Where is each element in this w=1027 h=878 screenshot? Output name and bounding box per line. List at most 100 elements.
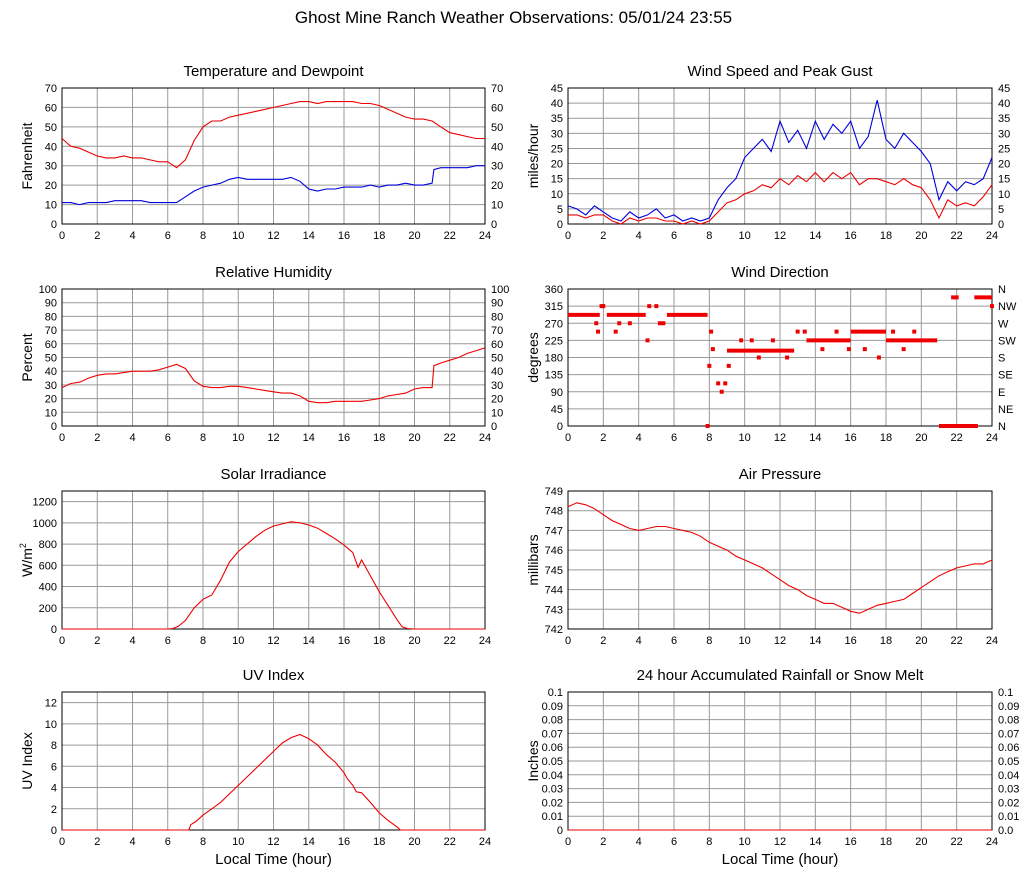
rainfall-right-tick-label: 0.08 xyxy=(998,715,1019,727)
solar-x-tick-label: 18 xyxy=(373,635,385,647)
wind-direction-direction-point xyxy=(912,329,917,334)
solar-x-tick-label: 24 xyxy=(479,635,491,647)
uv-x-tick-label: 18 xyxy=(373,836,385,848)
wind-direction-x-tick-label: 18 xyxy=(880,432,892,444)
humidity-right-tick-label: 10 xyxy=(491,407,503,419)
rainfall-chart-title: 24 hour Accumulated Rainfall or Snow Mel… xyxy=(637,667,925,684)
pressure-x-tick-label: 24 xyxy=(986,635,998,647)
rainfall-y-tick-label: 0.05 xyxy=(542,756,563,768)
wind-speed-y-tick-label: 45 xyxy=(551,83,563,95)
rainfall-x-tick-label: 10 xyxy=(739,836,751,848)
pressure-y-tick-label: 745 xyxy=(545,565,563,577)
wind-direction-direction-point xyxy=(596,329,601,334)
pressure-y-tick-label: 748 xyxy=(545,506,563,518)
uv-y-tick-label: 4 xyxy=(51,783,57,795)
uv-y-tick-label: 10 xyxy=(45,719,57,731)
solar-x-tick-label: 10 xyxy=(232,635,244,647)
humidity-x-tick-label: 20 xyxy=(408,432,420,444)
temperature-y-axis-label: Fahrenheit xyxy=(19,122,35,189)
wind-direction-y-tick-label: 45 xyxy=(551,404,563,416)
humidity-x-tick-label: 24 xyxy=(479,432,491,444)
uv-x-tick-label: 10 xyxy=(232,836,244,848)
wind-direction-direction-point xyxy=(654,304,659,309)
wind-direction-direction-point xyxy=(627,321,632,326)
rainfall-x-tick-label: 22 xyxy=(951,836,963,848)
wind-direction-direction-point xyxy=(710,347,715,352)
wind-speed-right-tick-label: 10 xyxy=(998,189,1010,201)
humidity-y-tick-label: 50 xyxy=(45,353,57,365)
wind-speed-right-tick-label: 20 xyxy=(998,159,1010,171)
wind-direction-x-tick-label: 0 xyxy=(565,432,571,444)
wind-direction-y-tick-label: 180 xyxy=(545,353,563,365)
temperature-right-tick-label: 60 xyxy=(491,102,503,114)
wind-speed-series-line-1 xyxy=(568,171,993,225)
solar-x-tick-label: 6 xyxy=(165,635,171,647)
humidity-x-tick-label: 14 xyxy=(303,432,315,444)
solar-y-axis-label: W/m2 xyxy=(18,543,35,577)
wind-direction-direction-point xyxy=(795,329,800,334)
solar-chart-title: Solar Irradiance xyxy=(221,466,327,483)
wind-direction-direction-point xyxy=(657,321,662,326)
solar-y-tick-label: 600 xyxy=(39,560,57,572)
solar-x-tick-label: 4 xyxy=(129,635,135,647)
uv-x-tick-label: 8 xyxy=(200,836,206,848)
wind-direction-x-tick-label: 24 xyxy=(986,432,998,444)
pressure-y-tick-label: 746 xyxy=(545,545,563,557)
pressure-x-tick-label: 16 xyxy=(845,635,857,647)
pressure-x-tick-label: 22 xyxy=(951,635,963,647)
pressure-x-tick-label: 2 xyxy=(600,635,606,647)
pressure-x-tick-label: 8 xyxy=(706,635,712,647)
rainfall-x-tick-label: 8 xyxy=(706,836,712,848)
wind-direction-x-tick-label: 4 xyxy=(636,432,642,444)
pressure-series-line-0 xyxy=(567,502,993,614)
pressure-x-tick-label: 10 xyxy=(739,635,751,647)
wind-speed-y-tick-label: 15 xyxy=(551,174,563,186)
wind-direction-direction-point xyxy=(594,321,599,326)
temperature-y-tick-label: 50 xyxy=(45,122,57,134)
rainfall-y-tick-label: 0 xyxy=(557,825,563,837)
wind-speed-right-tick-label: 45 xyxy=(998,83,1010,95)
wind-direction-direction-point xyxy=(613,329,618,334)
solar-x-tick-label: 16 xyxy=(338,635,350,647)
temperature-y-tick-label: 70 xyxy=(45,83,57,95)
wind-direction-right-tick-label: N xyxy=(998,284,1006,296)
wind-speed-x-tick-label: 24 xyxy=(986,230,998,242)
rainfall-x-tick-label: 20 xyxy=(915,836,927,848)
temperature-y-tick-label: 60 xyxy=(45,102,57,114)
wind-direction-direction-point xyxy=(719,389,724,394)
wind-direction-y-tick-label: 225 xyxy=(545,335,563,347)
wind-speed-x-tick-label: 12 xyxy=(774,230,786,242)
uv-x-tick-label: 22 xyxy=(444,836,456,848)
humidity-right-tick-label: 20 xyxy=(491,394,503,406)
temperature-x-tick-label: 6 xyxy=(165,230,171,242)
humidity-x-tick-label: 16 xyxy=(338,432,350,444)
wind-speed-series-line-0 xyxy=(567,99,993,222)
wind-direction-y-axis-label: degrees xyxy=(525,332,541,383)
wind-direction-direction-point xyxy=(601,304,606,309)
wind-direction-right-tick-label: N xyxy=(998,421,1006,433)
humidity-plot-frame xyxy=(61,288,486,427)
rainfall-y-tick-label: 0.08 xyxy=(542,715,563,727)
solar-x-tick-label: 20 xyxy=(408,635,420,647)
pressure-y-tick-label: 747 xyxy=(545,525,563,537)
humidity-right-tick-label: 0 xyxy=(491,421,497,433)
temperature-x-tick-label: 8 xyxy=(200,230,206,242)
humidity-x-tick-label: 8 xyxy=(200,432,206,444)
temperature-x-tick-label: 24 xyxy=(479,230,491,242)
temperature-series-line-1 xyxy=(62,165,485,206)
rainfall-right-tick-label: 0.1 xyxy=(998,687,1013,699)
solar-y-axis-label-superscript: 2 xyxy=(18,543,28,548)
wind-speed-x-tick-label: 0 xyxy=(565,230,571,242)
uv-x-tick-label: 24 xyxy=(479,836,491,848)
wind-speed-x-tick-label: 4 xyxy=(636,230,642,242)
uv-y-tick-label: 8 xyxy=(51,740,57,752)
wind-speed-y-tick-label: 25 xyxy=(551,143,563,155)
wind-direction-y-tick-label: 135 xyxy=(545,370,563,382)
wind-speed-x-tick-label: 20 xyxy=(915,230,927,242)
temperature-x-tick-label: 14 xyxy=(303,230,315,242)
rainfall-y-tick-label: 0.02 xyxy=(542,797,563,809)
rainfall-y-tick-label: 0.04 xyxy=(542,770,563,782)
humidity-right-tick-label: 100 xyxy=(491,284,509,296)
uv-y-axis-label: UV Index xyxy=(19,732,35,790)
humidity-y-tick-label: 90 xyxy=(45,298,57,310)
